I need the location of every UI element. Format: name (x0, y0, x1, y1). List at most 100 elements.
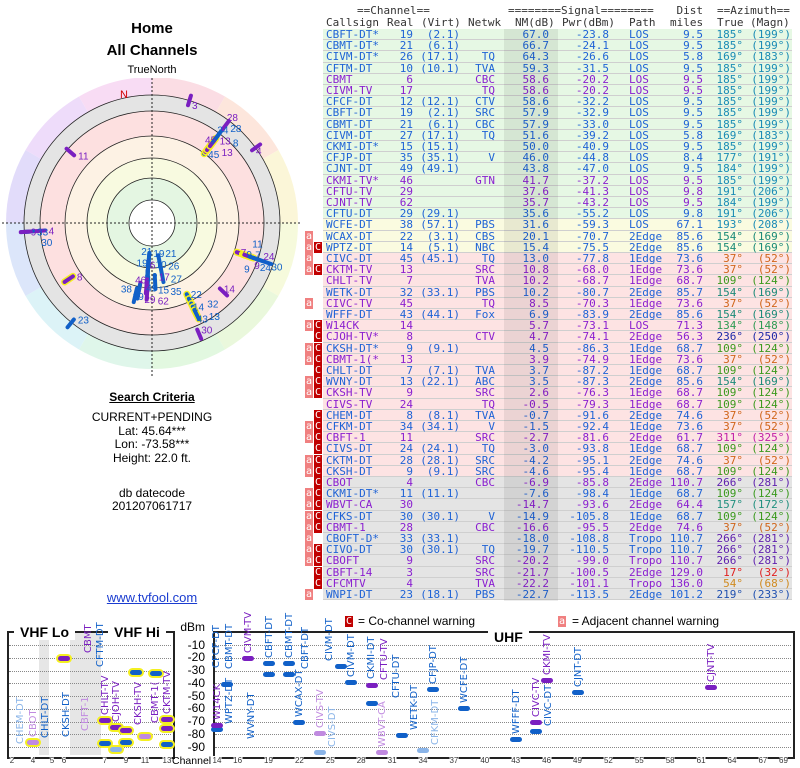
azimuth-magnetic-cell: (52°) (757, 296, 791, 310)
spectrum-marker[interactable] (458, 705, 471, 711)
table-row[interactable]: CFKM-DT 34 (34.1) V -1.5 -92.4 1Edge 73.6 37° (52… (323, 421, 792, 433)
spectrum-marker[interactable] (99, 741, 111, 747)
table-row[interactable]: W14CK 14 5.7 -73.1 LOS 71.3 134° (148°) (323, 320, 792, 332)
spectrum-marker[interactable] (530, 719, 543, 725)
spectrum-marker[interactable] (540, 677, 553, 683)
table-row[interactable]: CHLT-TV 7 TVA 10.2 -68.7 1Edge 68.7 109° (124°) (323, 275, 792, 287)
spectrum-marker[interactable] (221, 682, 234, 688)
table-row[interactable]: WETK-DT 32 (33.1) PBS 10.2 -80.7 2Edge 85.7 154°… (323, 286, 792, 298)
table-row[interactable]: CIVS-DT 24 (24.1) TQ -3.0 -93.8 1Edge 68.7 109° (… (323, 443, 792, 455)
spectrum-marker[interactable] (110, 724, 122, 730)
table-row[interactable]: CFKS-DT 30 (30.1) V -14.9 -105.8 1Edge 68.7 109°… (323, 510, 792, 522)
table-row[interactable]: CBMT-DT 21 (6.1) CBC 57.9 -33.0 LOS 9.5 185° (199… (323, 118, 792, 130)
table-row[interactable]: CBFT-DT 19 (2.1) SRC 57.9 -32.9 LOS 9.5 185° (199… (323, 107, 792, 119)
spectrum-marker[interactable] (314, 749, 326, 755)
spectrum-marker[interactable] (375, 749, 388, 755)
spectrum-marker[interactable] (427, 687, 440, 693)
table-row[interactable]: CBOT 4 CBC -6.9 -85.8 2Edge 110.7 266° (281°) (323, 477, 792, 489)
table-row[interactable]: CBMT 6 CBC 58.6 -20.2 LOS 9.5 185° (199°) (323, 73, 792, 85)
table-row[interactable]: CBMT-DT* 21 (6.1) 66.7 -24.1 LOS 9.5 185° (199°) (323, 39, 792, 53)
table-row[interactable]: CJOH-TV* 8 CTV 4.7 -74.1 2Edge 56.3 236° (250°) (323, 331, 792, 343)
table-row[interactable]: CBOFT-D* 33 (33.1) -18.0 -108.8 Tropo 110.7 266… (323, 533, 792, 545)
spectrum-marker[interactable] (530, 729, 543, 735)
table-row[interactable]: CKMI-TV* 46 GTN 41.7 -37.2 LOS 9.5 185° (199°) (323, 174, 792, 186)
station-channel-label: 22 (191, 290, 203, 301)
spectrum-marker[interactable] (150, 671, 162, 677)
table-row[interactable]: CIVO-DT 30 (30.1) TQ -19.7 -110.5 Tropo 110.7 26… (323, 544, 792, 556)
table-row[interactable]: CIVC-TV 45 TQ 8.5 -70.3 1Edge 73.6 37° (52°) (323, 296, 792, 310)
spectrum-marker[interactable] (161, 741, 173, 747)
spectrum-marker[interactable] (283, 672, 296, 678)
spectrum-marker[interactable] (120, 727, 132, 733)
table-row[interactable]: CKSH-DT 9 (9.1) SRC -4.6 -95.4 1Edge 68.7 109° (1… (323, 465, 792, 477)
table-row[interactable]: WBVT-CA 30 -14.7 -93.6 2Edge 64.4 157° (172°) (323, 499, 792, 511)
spectrum-marker[interactable] (130, 670, 142, 676)
table-row[interactable]: CFTU-DT 29 (29.1) 35.6 -55.2 LOS 9.8 191° (206°) (323, 208, 792, 220)
spectrum-marker[interactable] (27, 739, 39, 745)
spectrum-marker[interactable] (99, 717, 111, 723)
spectrum-marker[interactable] (161, 716, 173, 722)
table-row[interactable]: CFTM-DT 10 (10.1) TVA 59.3 -31.5 LOS 9.5 185° (19… (323, 62, 792, 74)
adjacent-warning-badge: a (305, 264, 313, 276)
spectrum-marker[interactable] (120, 740, 132, 746)
spectrum-marker[interactable] (58, 656, 70, 661)
spectrum-marker[interactable] (293, 720, 306, 726)
table-row[interactable]: CKMI-DT* 15 (15.1) 50.0 -40.9 LOS 9.5 185° (199°… (323, 141, 792, 153)
table-row[interactable]: CIVC-DT 45 (45.1) TQ 13.0 -77.8 1Edge 73.6 37° (5… (323, 253, 792, 265)
spectrum-marker[interactable] (365, 682, 378, 688)
spectrum-marker[interactable] (283, 660, 296, 666)
table-row[interactable]: CKTM-DT 28 (28.1) SRC -4.2 -95.1 2Edge 74.6 37° (… (323, 453, 792, 467)
table-row[interactable]: CJNT-DT 49 (49.1) 43.8 -47.0 LOS 9.5 184° (199°) (323, 163, 792, 175)
table-row[interactable]: WCFE-DT 38 (57.1) PBS 31.6 -59.3 LOS 67.1 193° (2… (323, 219, 792, 231)
nm-cell: -22.7 (515, 588, 549, 601)
table-row[interactable]: CHEM-DT 8 (8.1) TVA -0.7 -91.6 2Edge 74.6 37° (52… (323, 409, 792, 421)
table-row[interactable]: CKSH-DT* 9 (9.1) 4.5 -86.3 1Edge 68.7 109° (124°… (323, 342, 792, 354)
table-row[interactable]: CBFT-DT* 19 (2.1) 67.0 -23.8 LOS 9.5 185° (199°) (323, 29, 792, 41)
spectrum-marker[interactable] (344, 680, 357, 686)
spectrum-marker[interactable] (161, 725, 173, 731)
tvfool-link[interactable]: www.tvfool.com (106, 590, 198, 605)
spectrum-marker[interactable] (139, 734, 151, 740)
table-row[interactable]: CBOFT 9 SRC -20.2 -99.0 Tropo 110.7 266° (281°) (323, 555, 792, 567)
table-row[interactable]: CIVS-TV 24 TQ -0.5 -79.3 1Edge 68.7 109° (124°) (323, 398, 792, 410)
station-bar (135, 282, 142, 301)
table-row[interactable]: CKSH-TV 9 SRC 2.6 -76.3 1Edge 68.7 109° (124°) (323, 387, 792, 399)
table-row[interactable]: CKMI-DT* 11 (11.1) -7.6 -98.4 1Edge 68.7 109° (1… (323, 488, 792, 500)
spectrum-marker[interactable] (211, 723, 223, 729)
table-row[interactable]: CBMT-1 28 CBC -16.6 -95.5 2Edge 74.6 37° (52°) (323, 521, 792, 533)
table-row[interactable]: WNPI-DT 23 (18.1) PBS -22.7 -113.5 2Edge 101.2 2… (323, 588, 792, 601)
table-row[interactable]: CFCF-DT 12 (12.1) CTV 58.6 -32.2 LOS 9.5 185° (19… (323, 96, 792, 108)
table-row[interactable]: CIVM-TV 17 TQ 58.6 -20.2 LOS 9.5 185° (199°) (323, 85, 792, 97)
spectrum-marker[interactable] (110, 747, 122, 753)
network-cell: SRC (475, 453, 495, 467)
table-row[interactable]: CJNT-TV 62 35.7 -43.2 LOS 9.5 184° (199°) (323, 197, 792, 209)
table-row[interactable]: WPTZ-DT 14 (5.1) NBC 15.4 -75.5 2Edge 85.6 154° (… (323, 241, 792, 253)
table-row[interactable]: CFJP-DT 35 (35.1) V 46.0 -44.8 LOS 8.4 177° (191°… (323, 152, 792, 164)
nm-cell: -22.2 (515, 576, 549, 590)
table-row[interactable]: WVNY-DT 13 (22.1) ABC 3.5 -87.3 2Edge 85.6 154° (… (323, 376, 792, 388)
spectrum-marker[interactable] (314, 731, 326, 737)
spectrum-marker[interactable] (509, 737, 522, 743)
spectrum-marker[interactable] (262, 672, 275, 678)
table-row[interactable]: CIVM-DT* 26 (17.1) TQ 64.3 -26.6 LOS 5.8 169° (18… (323, 51, 792, 63)
spectrum-marker[interactable] (211, 726, 223, 732)
spectrum-marker[interactable] (262, 660, 275, 666)
table-row[interactable]: CFCMTV 4 TVA -22.2 -101.1 Tropo 136.0 54° (68°) (323, 576, 792, 590)
spectrum-marker[interactable] (365, 700, 378, 706)
spectrum-marker[interactable] (396, 733, 409, 739)
table-row[interactable]: CBFT-1 11 SRC -2.7 -81.6 2Edge 61.7 311° (325°) (323, 432, 792, 444)
table-row[interactable]: CFTU-TV 29 37.6 -41.3 LOS 9.8 191° (206°) (323, 185, 792, 197)
spectrum-marker[interactable] (417, 748, 429, 754)
table-row[interactable]: CBFT-14 3 SRC -21.7 -100.5 2Edge 129.0 17° (32°) (323, 566, 792, 578)
table-row[interactable]: CKTM-TV 13 SRC 10.8 -68.0 1Edge 73.6 37° (52°) (323, 264, 792, 276)
table-row[interactable]: CBMT-1(* 13 3.9 -74.9 1Edge 73.6 37° (52°) (323, 353, 792, 365)
table-row[interactable]: WFFF-DT 43 (44.1) Fox 6.9 -83.9 2Edge 85.6 154° (… (323, 309, 792, 321)
table-row[interactable]: CIVM-DT 27 (17.1) TQ 51.6 -39.2 LOS 5.8 169° (183… (323, 129, 792, 141)
spectrum-marker[interactable] (334, 664, 347, 670)
spectrum-marker[interactable] (705, 685, 718, 691)
distance-cell: 9.5 (683, 39, 703, 53)
spectrum-marker[interactable] (241, 656, 254, 661)
table-row[interactable]: WCAX-DT 22 (3.1) CBS 20.1 -70.7 2Edge 85.6 154° (… (323, 230, 792, 242)
table-row[interactable]: CHLT-DT 7 (7.1) TVA 3.7 -87.2 1Edge 68.7 109° (12… (323, 365, 792, 377)
spectrum-marker[interactable] (571, 690, 584, 696)
